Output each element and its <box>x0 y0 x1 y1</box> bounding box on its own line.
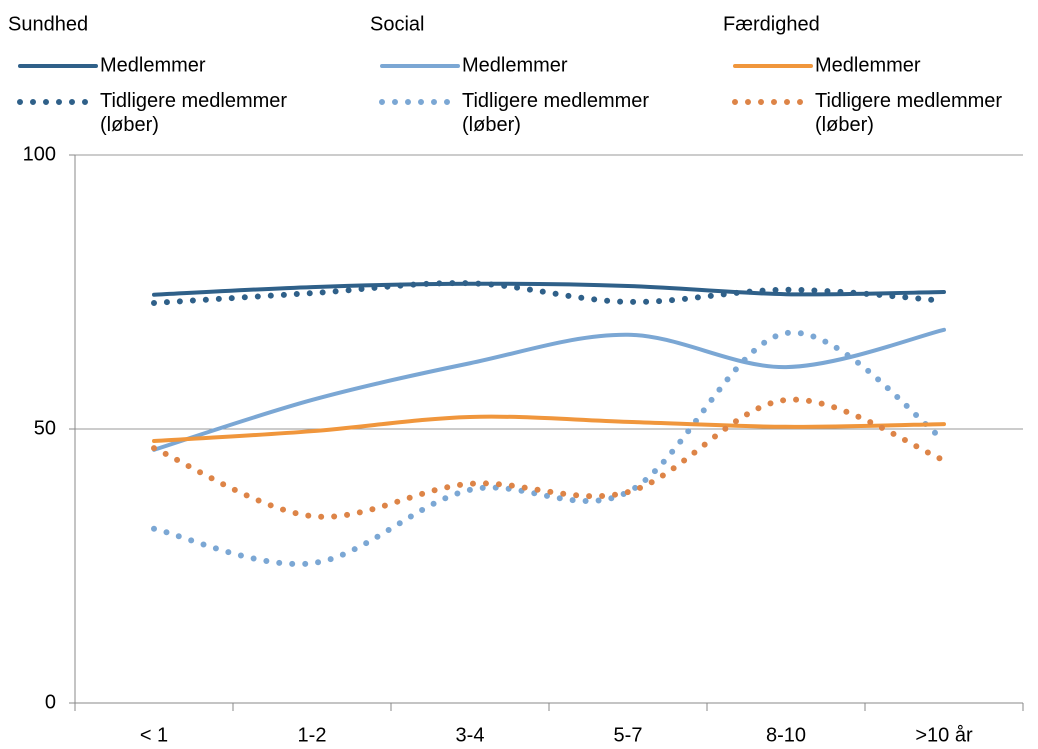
legend-label-line: (løber) <box>815 114 874 136</box>
x-tick-label: 3-4 <box>456 724 485 746</box>
y-tick-label: 50 <box>34 417 56 439</box>
x-tick-label: 5-7 <box>614 724 643 746</box>
legend-label-line: (løber) <box>462 114 521 136</box>
y-tick-label: 100 <box>23 143 56 165</box>
series-line <box>151 396 947 520</box>
legend-group-title: Social <box>370 13 424 35</box>
x-tick-label: 1-2 <box>298 724 327 746</box>
legend-label-line: Tidligere medlemmer <box>100 90 287 112</box>
series-line <box>152 281 946 297</box>
series-line <box>151 329 947 568</box>
legend-label: Medlemmer <box>462 54 568 76</box>
legend-label: Tidligere medlemmer (løber) <box>100 90 287 136</box>
legend-label-line: (løber) <box>100 114 159 136</box>
x-tick-label: < 1 <box>140 724 168 746</box>
series-line <box>152 327 946 452</box>
x-tick-label: >10 år <box>915 724 973 746</box>
legend-label: Tidligere medlemmer (løber) <box>462 90 649 136</box>
legend-group-title: Sundhed <box>8 13 88 35</box>
series-line <box>152 414 946 444</box>
legend-label-line: Tidligere medlemmer <box>815 90 1002 112</box>
legend-label: Medlemmer <box>815 54 921 76</box>
legend-group-title: Færdighed <box>723 13 820 35</box>
legend-label: Tidligere medlemmer (løber) <box>815 90 1002 136</box>
legend-label-line: Tidligere medlemmer <box>462 90 649 112</box>
x-tick-label: 8-10 <box>766 724 806 746</box>
legend-label: Medlemmer <box>100 54 206 76</box>
y-tick-label: 0 <box>45 691 56 713</box>
